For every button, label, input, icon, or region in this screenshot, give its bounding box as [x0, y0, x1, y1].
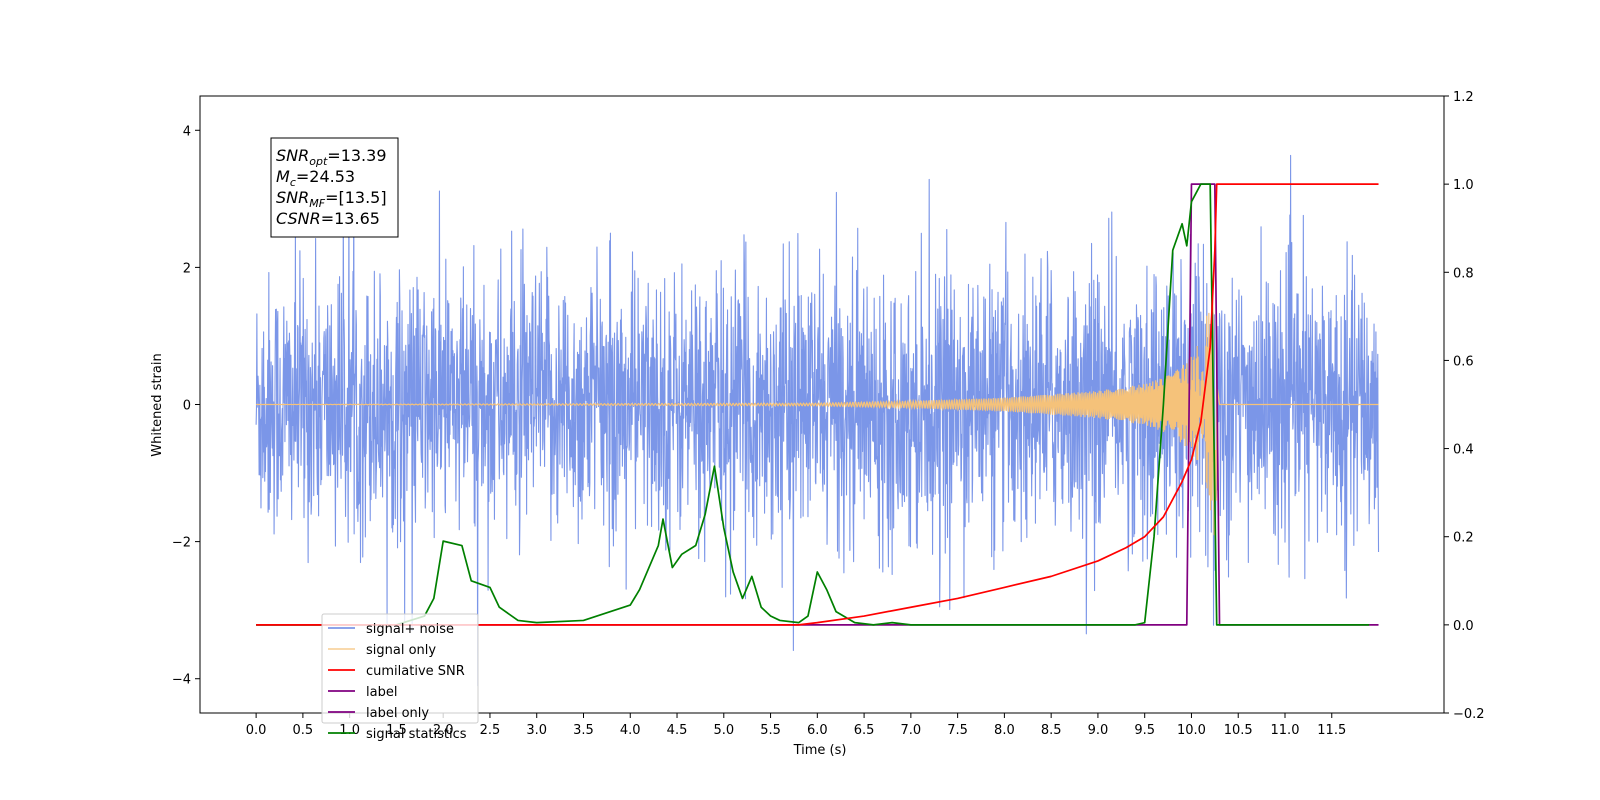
y-left-tick-label: −2	[172, 536, 191, 551]
annotation-csnr: CSNR=13.65	[276, 209, 380, 228]
x-tick-label: 5.5	[760, 723, 781, 738]
x-tick-label: 5.0	[713, 723, 734, 738]
x-tick-label: 9.0	[1088, 723, 1109, 738]
y-right-tick-label: 0.6	[1453, 354, 1474, 369]
legend-label: signal statistics	[366, 727, 467, 742]
x-tick-label: 2.0	[433, 723, 454, 738]
signal-only-line	[256, 298, 1379, 536]
y-right-tick-label: 0.0	[1453, 619, 1474, 634]
x-tick-label: 10.0	[1177, 723, 1206, 738]
plot-area	[255, 154, 1380, 687]
y-left-tick-label: −4	[172, 673, 191, 688]
signal-statistics-line	[256, 183, 1370, 626]
x-tick-label: 6.5	[854, 723, 875, 738]
signal-noise-line	[255, 154, 1380, 687]
annotation-chirp-mass-value: =24.53	[296, 167, 355, 186]
right-axis-series	[256, 183, 1379, 626]
x-axis-label: Time (s)	[793, 743, 847, 758]
y-right-tick-label: 0.8	[1453, 266, 1474, 281]
x-tick-label: 3.5	[573, 723, 594, 738]
legend-frame	[321, 613, 479, 724]
legend-item: cumilative SNR	[328, 664, 465, 679]
y-left-tick-label: 0	[183, 399, 191, 414]
legend-label: label only	[366, 706, 429, 721]
annotation-snr-mf-value: =[13.5]	[325, 188, 387, 207]
y-right-tick-label: 0.4	[1453, 443, 1474, 458]
annotation-chirp-mass-sub: c	[290, 176, 296, 189]
x-tick-label: 7.5	[947, 723, 968, 738]
annotation-frame	[270, 137, 399, 238]
x-tick-label: 8.0	[994, 723, 1015, 738]
signal-noise-series	[255, 154, 1380, 687]
x-tick-label: 1.0	[339, 723, 360, 738]
annotation-snr-mf: SNRMF=[13.5]	[276, 188, 387, 210]
legend-label: label	[366, 685, 397, 700]
legend-label: cumilative SNR	[366, 664, 465, 679]
y-right-tick-label: −0.2	[1453, 707, 1485, 722]
legend-label: signal+ noise	[366, 622, 454, 637]
x-tick-label: 3.0	[526, 723, 547, 738]
x-tick-label: 8.5	[1041, 723, 1062, 738]
annotation-snr-opt-sub: opt	[309, 155, 328, 168]
annotation-snr-opt: SNRopt=13.39	[276, 146, 387, 168]
annotation-snr-opt-var: SNR	[276, 146, 309, 165]
annotation-chirp-mass: Mc=24.53	[276, 167, 355, 189]
annotation-csnr-value: =13.65	[321, 209, 380, 228]
annotation-snr-mf-sub: MF	[309, 197, 325, 210]
y-right-tick-label: 0.2	[1453, 531, 1474, 546]
annotation-csnr-var: CSNR	[276, 209, 321, 228]
legend: signal+ noise signal only cumilative SNR la…	[321, 613, 479, 742]
legend-label: signal only	[366, 643, 436, 658]
y-right-tick-label: 1.2	[1453, 90, 1474, 105]
legend-item: label	[328, 685, 397, 700]
legend-item: signal only	[328, 643, 436, 658]
x-tick-label: 7.0	[901, 723, 922, 738]
x-tick-label: 1.5	[386, 723, 407, 738]
annotation-box: SNRopt=13.39 Mc=24.53 SNRMF=[13.5] CSNR=…	[270, 137, 399, 238]
x-tick-label: 2.5	[480, 723, 501, 738]
x-tick-label: 9.5	[1134, 723, 1155, 738]
annotation-snr-mf-var: SNR	[276, 188, 309, 207]
annotation-snr-opt-value: =13.39	[327, 146, 386, 165]
x-tick-label: 0.0	[246, 723, 267, 738]
legend-item: signal+ noise	[328, 622, 454, 637]
y-axis-left: −4 −2 0 2 4	[172, 124, 200, 688]
annotation-chirp-mass-var: M	[276, 167, 290, 186]
cumulative-snr-line	[256, 183, 1379, 626]
legend-item: signal statistics	[328, 727, 467, 742]
x-axis: 0.0 0.5 1.0 1.5 2.0 2.5 3.0 3.5 4.0 4.5 5.0 5.5 6.0 6…	[246, 713, 1346, 738]
y-axis-right: −0.2 0.0 0.2 0.4 0.6 0.8 1.0 1.2	[1444, 90, 1485, 722]
signal-only-series	[256, 298, 1379, 536]
x-tick-label: 4.5	[667, 723, 688, 738]
y-left-tick-label: 2	[183, 261, 191, 276]
x-tick-label: 6.0	[807, 723, 828, 738]
x-tick-label: 0.5	[293, 723, 314, 738]
y-axis-left-label: Whitened strain	[150, 353, 165, 456]
y-right-tick-label: 1.0	[1453, 178, 1474, 193]
y-left-tick-label: 4	[183, 124, 191, 139]
x-tick-label: 10.5	[1224, 723, 1253, 738]
x-tick-label: 4.0	[620, 723, 641, 738]
x-tick-label: 11.5	[1317, 723, 1346, 738]
legend-item: label only	[328, 706, 429, 721]
x-tick-label: 11.0	[1271, 723, 1300, 738]
